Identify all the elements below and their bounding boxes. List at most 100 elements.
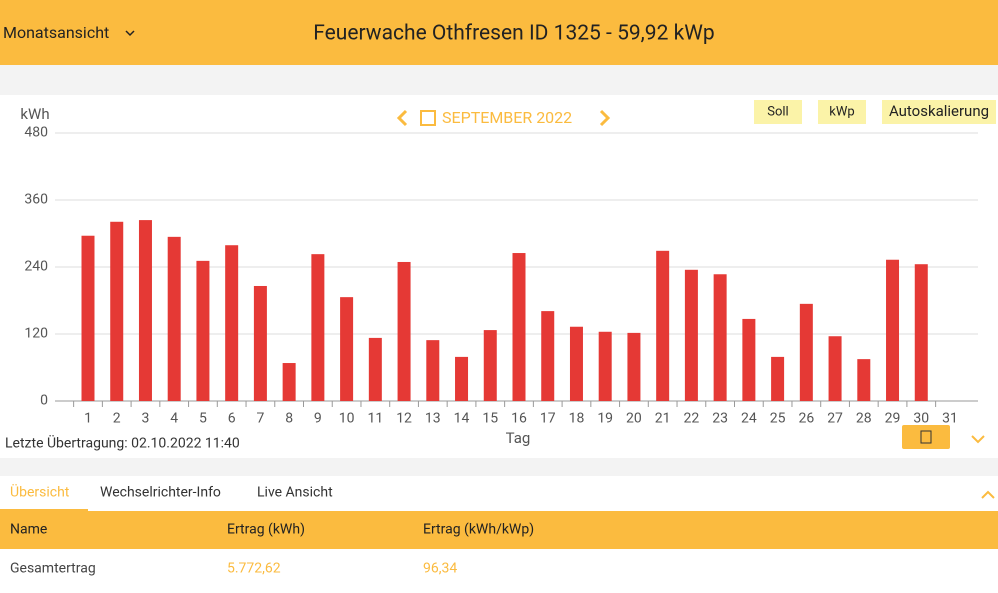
toggle-button[interactable] [754,100,802,124]
toggle-button-label[interactable]: Autoskalierung [889,102,989,120]
tab[interactable]: Wechselrichter-Info [100,485,221,501]
next-month[interactable] [599,109,611,127]
x-tick-label: 1 [84,411,92,427]
view-chevron[interactable] [125,30,135,37]
bar [110,221,124,401]
bar [167,236,181,401]
toggle-button[interactable] [882,100,996,124]
toggle-button-label[interactable]: Soll [767,104,788,119]
expand-chevron[interactable] [971,435,985,444]
x-tick-label: 16 [511,411,527,427]
toggle-button[interactable] [818,100,866,124]
x-tick-label: 26 [798,411,814,427]
bar [282,363,296,401]
active-tab-indicator [0,509,88,511]
column-header: Ertrag (kWh) [227,522,305,538]
table-cell: Gesamtertrag [10,561,96,577]
x-tick-label: 18 [569,411,585,427]
x-tick-label: 2 [113,411,121,427]
x-tick-label: 21 [655,411,671,427]
bar [138,220,152,401]
export-icon [920,430,932,444]
y-tick-label: 360 [24,192,48,208]
header-bar [0,0,998,65]
view-select[interactable]: Monatsansicht [3,23,109,42]
y-axis-label: kWh [20,105,49,123]
x-tick-label: 19 [597,411,613,427]
x-tick-label: 6 [228,411,236,427]
bar [886,259,900,401]
x-tick-label: 8 [285,411,293,427]
x-tick-label: 3 [142,411,150,427]
tab[interactable]: Übersicht [10,484,70,501]
prev-month[interactable] [396,109,408,127]
x-tick-label: 10 [339,411,355,427]
x-tick-label: 13 [425,411,441,427]
bar [627,332,641,401]
bar [541,311,555,401]
x-tick-label: 4 [170,411,178,427]
x-tick-label: 22 [684,411,700,427]
y-tick-label: 0 [40,393,48,409]
bar [225,245,239,401]
bar [857,359,871,401]
bar [742,318,756,401]
export-button[interactable] [902,425,950,449]
x-tick-label: 9 [314,411,322,427]
x-axis-label: Tag [506,429,531,447]
bar [656,250,670,401]
table-header [0,511,998,549]
x-tick-label: 12 [396,411,412,427]
bar [713,274,727,401]
x-tick-label: 14 [454,411,470,427]
bar [512,253,526,401]
x-tick-label: 23 [712,411,728,427]
y-tick-label: 480 [24,125,48,141]
y-tick-label: 240 [24,259,48,275]
bar [368,337,382,401]
bar [569,326,583,401]
x-tick-label: 11 [367,411,383,427]
page-title: Feuerwache Othfresen ID 1325 - 59,92 kWp [313,22,714,46]
bar [426,340,440,401]
x-tick-label: 20 [626,411,642,427]
x-tick-label: 27 [827,411,843,427]
bar [799,303,813,401]
bar [397,261,411,401]
bar [598,331,612,401]
bar [340,297,354,401]
y-tick-label: 120 [24,326,48,342]
x-tick-label: 7 [256,411,264,427]
collapse-chevron[interactable] [981,490,995,499]
x-tick-label: 29 [885,411,901,427]
x-tick-label: 5 [199,411,207,427]
column-header: Ertrag (kWh/kWp) [423,522,534,538]
toggle-button-label[interactable]: kWp [829,104,854,119]
bar [196,260,210,401]
x-tick-label: 30 [913,411,929,427]
table-cell: 5.772,62 [227,561,281,577]
bar [483,330,497,401]
bar [914,264,928,401]
bar [455,356,469,401]
x-tick-label: 17 [540,411,556,427]
table-cell: 96,34 [423,561,457,577]
bar [311,254,325,401]
calendar-icon[interactable] [420,110,436,126]
bar [253,285,267,401]
bar [771,356,785,401]
column-header: Name [10,522,47,538]
x-tick-label: 15 [482,411,498,427]
bar [81,235,95,401]
bar [828,336,842,401]
status: Letzte Übertragung: 02.10.2022 11:40 [5,435,240,452]
bar [684,269,698,401]
x-tick-label: 28 [856,411,872,427]
x-tick-label: 31 [942,411,958,427]
tab[interactable]: Live Ansicht [257,485,333,501]
x-tick-label: 24 [741,411,757,427]
period[interactable]: SEPTEMBER 2022 [442,108,572,127]
x-tick-label: 25 [770,411,786,427]
